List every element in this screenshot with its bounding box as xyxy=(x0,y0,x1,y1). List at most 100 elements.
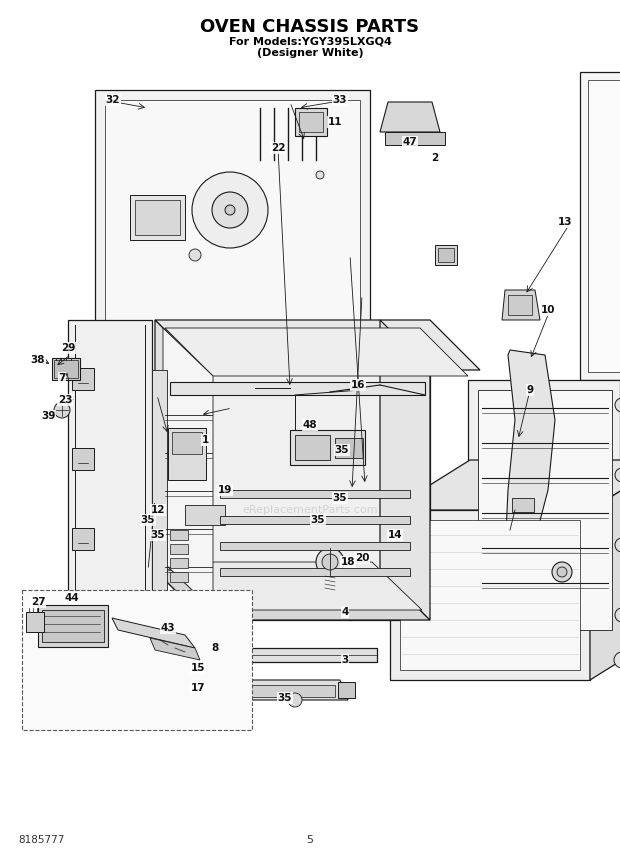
Bar xyxy=(135,200,180,235)
Polygon shape xyxy=(150,638,200,660)
Bar xyxy=(152,370,167,610)
Bar xyxy=(180,685,335,697)
Bar xyxy=(38,605,108,647)
Bar xyxy=(168,428,206,480)
Polygon shape xyxy=(163,328,213,610)
Polygon shape xyxy=(188,665,222,680)
Text: 8185777: 8185777 xyxy=(18,835,64,845)
Polygon shape xyxy=(580,72,620,380)
Circle shape xyxy=(557,567,567,577)
Circle shape xyxy=(192,172,268,248)
Bar xyxy=(512,498,534,512)
Bar xyxy=(72,368,94,390)
Polygon shape xyxy=(390,510,590,680)
Text: 33: 33 xyxy=(333,95,347,105)
Circle shape xyxy=(614,652,620,668)
Bar xyxy=(22,590,252,730)
Bar xyxy=(72,448,94,470)
Text: 48: 48 xyxy=(303,420,317,430)
Text: 17: 17 xyxy=(191,683,205,693)
Text: 23: 23 xyxy=(58,395,73,405)
Text: 27: 27 xyxy=(30,597,45,607)
Text: 11: 11 xyxy=(328,117,342,127)
Bar xyxy=(172,648,377,662)
Text: 9: 9 xyxy=(526,385,534,395)
Text: 18: 18 xyxy=(341,557,355,567)
Bar xyxy=(170,572,188,582)
Text: 12: 12 xyxy=(151,505,166,515)
Bar xyxy=(172,432,202,454)
Polygon shape xyxy=(380,102,440,132)
Bar xyxy=(299,112,323,132)
Circle shape xyxy=(212,192,248,228)
Circle shape xyxy=(322,554,338,570)
Polygon shape xyxy=(588,80,620,372)
Circle shape xyxy=(615,468,620,482)
Polygon shape xyxy=(163,562,422,610)
Text: 35: 35 xyxy=(333,493,347,503)
Bar xyxy=(290,430,365,465)
Text: 38: 38 xyxy=(31,355,45,365)
Text: 4: 4 xyxy=(342,607,348,617)
Polygon shape xyxy=(95,90,370,470)
Text: 43: 43 xyxy=(161,623,175,633)
Text: 35: 35 xyxy=(335,445,349,455)
Polygon shape xyxy=(155,570,430,620)
Text: 29: 29 xyxy=(61,343,75,353)
Polygon shape xyxy=(338,682,355,698)
Text: 10: 10 xyxy=(541,305,556,315)
Bar xyxy=(170,530,188,540)
Polygon shape xyxy=(105,100,360,460)
Bar xyxy=(295,108,327,136)
Circle shape xyxy=(189,249,201,261)
Text: 16: 16 xyxy=(351,380,365,390)
Bar xyxy=(52,358,80,380)
Bar xyxy=(170,558,188,568)
Polygon shape xyxy=(112,618,195,648)
Circle shape xyxy=(615,608,620,622)
Text: 35: 35 xyxy=(141,515,155,525)
Text: 20: 20 xyxy=(355,553,370,563)
Circle shape xyxy=(225,205,235,215)
Polygon shape xyxy=(220,490,410,498)
Polygon shape xyxy=(205,370,430,620)
Polygon shape xyxy=(590,460,620,680)
Text: 39: 39 xyxy=(41,411,55,421)
Polygon shape xyxy=(155,320,205,620)
Polygon shape xyxy=(155,320,480,370)
Polygon shape xyxy=(478,390,612,630)
Bar xyxy=(335,438,363,458)
Text: 8: 8 xyxy=(211,643,219,653)
Text: 13: 13 xyxy=(558,217,572,227)
Text: 22: 22 xyxy=(271,143,285,153)
Polygon shape xyxy=(502,290,540,320)
Bar xyxy=(295,435,330,460)
Text: 2: 2 xyxy=(432,153,438,163)
Text: 44: 44 xyxy=(64,593,79,603)
Text: 7: 7 xyxy=(58,373,66,383)
Polygon shape xyxy=(175,680,348,700)
Text: 35: 35 xyxy=(151,530,166,540)
Text: 14: 14 xyxy=(388,530,402,540)
Text: 5: 5 xyxy=(306,835,314,845)
Bar xyxy=(26,612,44,632)
Polygon shape xyxy=(220,542,410,550)
Text: (Designer White): (Designer White) xyxy=(257,48,363,58)
Polygon shape xyxy=(170,382,425,395)
Circle shape xyxy=(54,402,70,418)
Text: 1: 1 xyxy=(202,435,208,445)
Polygon shape xyxy=(468,380,620,640)
Text: 35: 35 xyxy=(311,515,326,525)
Polygon shape xyxy=(390,460,620,510)
Polygon shape xyxy=(505,350,555,560)
Bar xyxy=(170,544,188,554)
Bar xyxy=(130,195,185,240)
Text: 3: 3 xyxy=(342,655,348,665)
Bar xyxy=(435,245,457,265)
Text: OVEN CHASSIS PARTS: OVEN CHASSIS PARTS xyxy=(200,18,420,36)
Text: 32: 32 xyxy=(106,95,120,105)
Polygon shape xyxy=(380,320,430,620)
Text: 47: 47 xyxy=(402,137,417,147)
Bar xyxy=(438,248,454,262)
Polygon shape xyxy=(385,132,445,145)
